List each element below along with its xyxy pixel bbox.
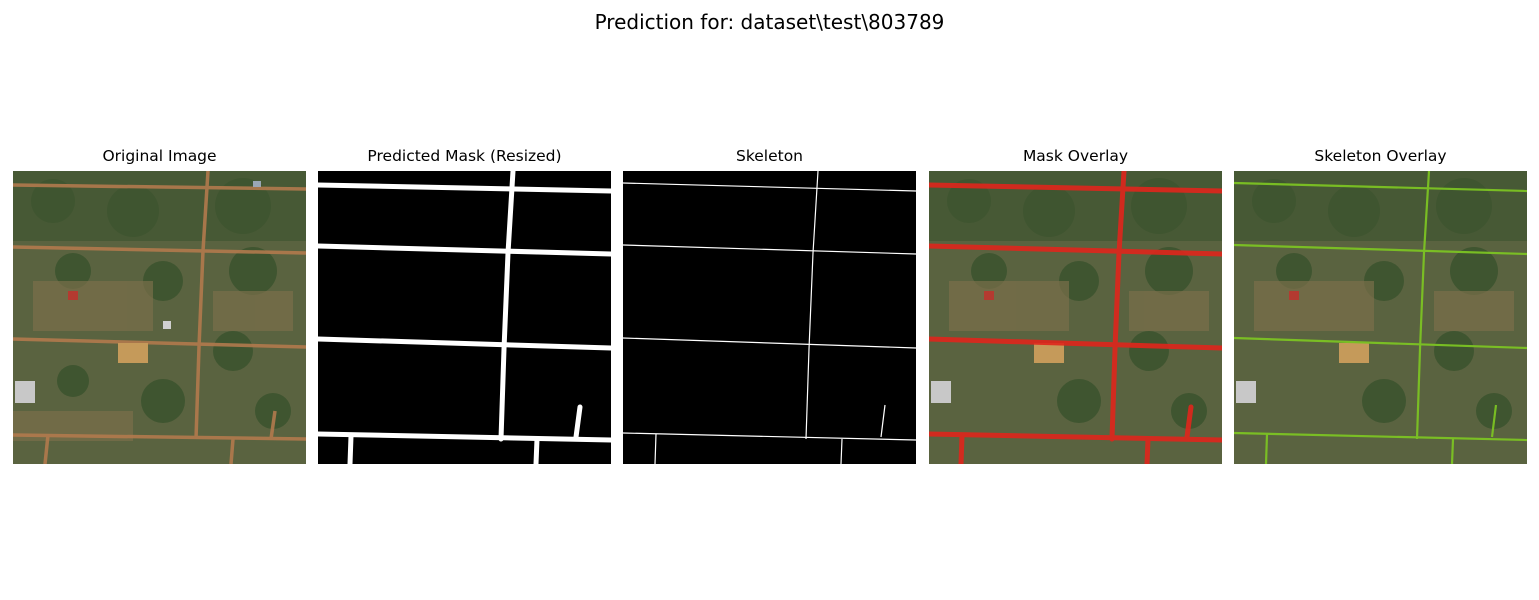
panel-original-image: Original Image: [13, 145, 306, 464]
figure-title: Prediction for: dataset\test\803789: [594, 10, 945, 34]
original-aerial-image: [13, 171, 306, 464]
panel-skeleton: Skeleton: [623, 145, 916, 464]
panel-title-mask-overlay: Mask Overlay: [1022, 147, 1129, 165]
panel-skeleton-overlay: Skeleton Overlay: [1234, 145, 1527, 464]
panel-title-original: Original Image: [102, 147, 217, 165]
roads: [13, 171, 306, 464]
panel-title-mask: Predicted Mask (Resized): [367, 147, 562, 165]
skeleton-image: [623, 171, 916, 464]
buildings: [15, 181, 261, 403]
skeleton-overlay-image: [1234, 171, 1527, 464]
panel-mask-overlay: Mask Overlay: [929, 145, 1222, 464]
panel-title-skeleton-overlay: Skeleton Overlay: [1314, 147, 1447, 165]
panel-title-skeleton: Skeleton: [735, 147, 804, 165]
predicted-mask-image: [318, 171, 611, 464]
panel-predicted-mask: Predicted Mask (Resized): [318, 145, 611, 464]
mask-overlay-image: [929, 171, 1222, 464]
